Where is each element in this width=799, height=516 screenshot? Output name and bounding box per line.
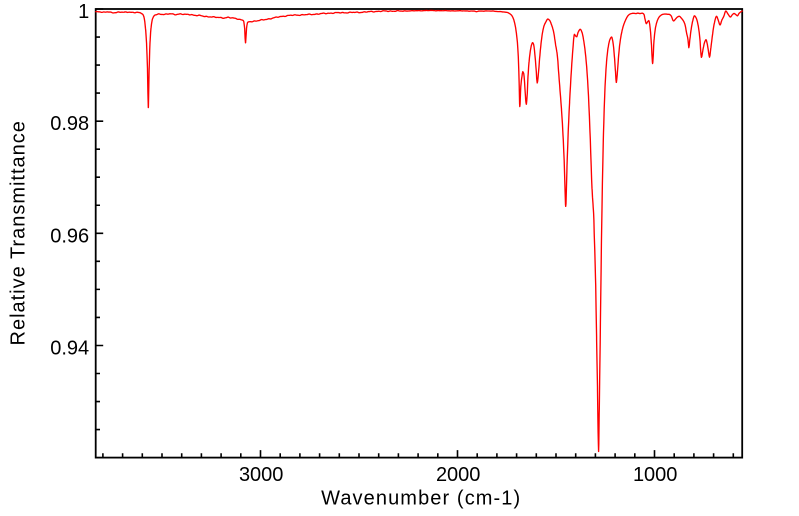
svg-text:3000: 3000: [239, 464, 284, 486]
svg-text:0.94: 0.94: [50, 338, 89, 360]
svg-text:Relative Transmittance: Relative Transmittance: [8, 120, 30, 345]
svg-text:0.96: 0.96: [50, 225, 89, 247]
svg-text:0.98: 0.98: [50, 113, 89, 135]
svg-text:2000: 2000: [436, 464, 481, 486]
svg-text:Wavenumber (cm-1): Wavenumber (cm-1): [321, 487, 521, 509]
svg-text:1000: 1000: [633, 464, 678, 486]
svg-text:1: 1: [78, 1, 89, 23]
